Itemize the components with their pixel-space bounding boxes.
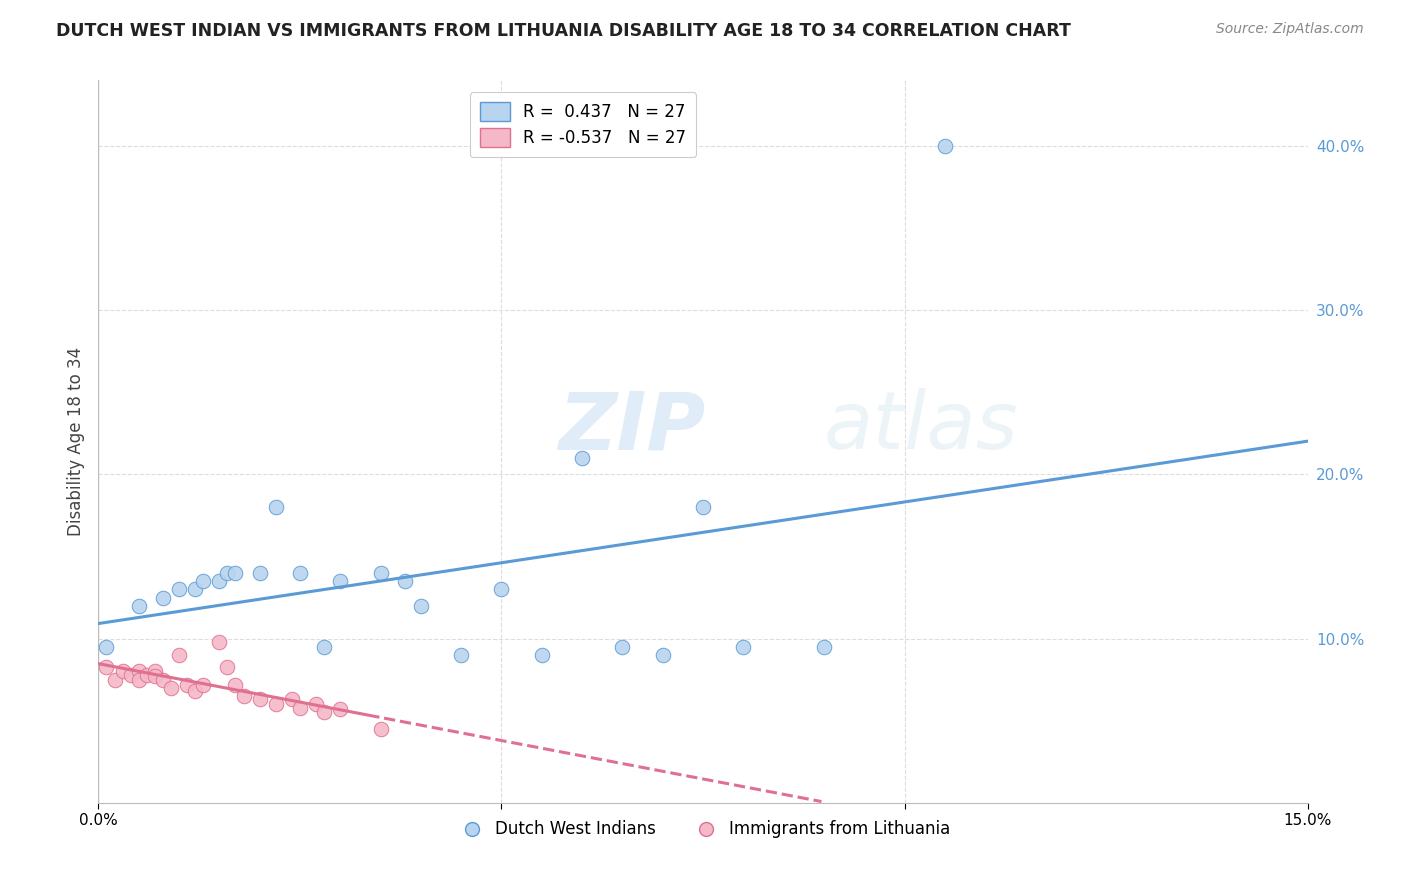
Point	[314, 640, 336, 654]
Point	[651, 648, 673, 662]
Point	[394, 574, 416, 588]
Point	[103, 673, 125, 687]
Point	[111, 665, 134, 679]
Point	[288, 566, 311, 580]
Point	[370, 722, 392, 736]
Point	[224, 566, 246, 580]
Point	[160, 681, 183, 695]
Point	[264, 500, 287, 515]
Point	[249, 566, 271, 580]
Point	[314, 706, 336, 720]
Text: atlas: atlas	[824, 388, 1019, 467]
Point	[184, 684, 207, 698]
Point	[208, 574, 231, 588]
Point	[193, 677, 215, 691]
Point	[120, 667, 142, 681]
Point	[232, 689, 254, 703]
Point	[329, 702, 352, 716]
Text: DUTCH WEST INDIAN VS IMMIGRANTS FROM LITHUANIA DISABILITY AGE 18 TO 34 CORRELATI: DUTCH WEST INDIAN VS IMMIGRANTS FROM LIT…	[56, 22, 1071, 40]
Point	[176, 677, 198, 691]
Point	[409, 599, 432, 613]
Point	[217, 659, 239, 673]
Point	[571, 450, 593, 465]
Point	[224, 677, 246, 691]
Point	[208, 635, 231, 649]
Legend: Dutch West Indians, Immigrants from Lithuania: Dutch West Indians, Immigrants from Lith…	[449, 814, 957, 845]
Point	[281, 692, 304, 706]
Point	[491, 582, 513, 597]
Point	[217, 566, 239, 580]
Point	[934, 139, 956, 153]
Point	[264, 698, 287, 712]
Point	[692, 500, 714, 515]
Point	[193, 574, 215, 588]
Point	[167, 582, 190, 597]
Text: ZIP: ZIP	[558, 388, 706, 467]
Y-axis label: Disability Age 18 to 34: Disability Age 18 to 34	[66, 347, 84, 536]
Point	[135, 667, 157, 681]
Point	[167, 648, 190, 662]
Text: Source: ZipAtlas.com: Source: ZipAtlas.com	[1216, 22, 1364, 37]
Point	[329, 574, 352, 588]
Point	[288, 700, 311, 714]
Point	[96, 659, 118, 673]
Point	[152, 591, 174, 605]
Point	[96, 640, 118, 654]
Point	[184, 582, 207, 597]
Point	[530, 648, 553, 662]
Point	[450, 648, 472, 662]
Point	[305, 698, 328, 712]
Point	[612, 640, 634, 654]
Point	[128, 665, 150, 679]
Point	[370, 566, 392, 580]
Point	[813, 640, 835, 654]
Point	[152, 673, 174, 687]
Point	[143, 669, 166, 683]
Point	[143, 665, 166, 679]
Point	[733, 640, 755, 654]
Point	[249, 692, 271, 706]
Point	[128, 673, 150, 687]
Point	[128, 599, 150, 613]
